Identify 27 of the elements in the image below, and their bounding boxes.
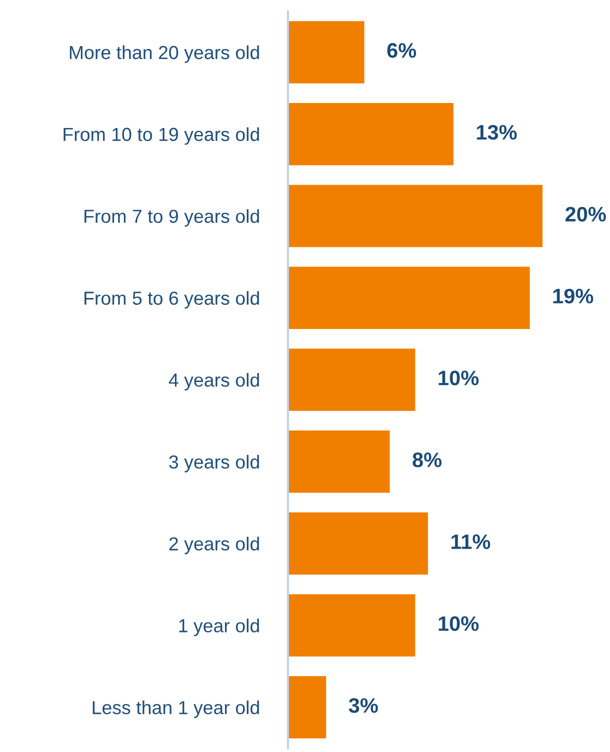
y-tick-label: From 7 to 9 years old (84, 209, 259, 227)
data-label: 10% (438, 616, 479, 632)
y-tick-label: From 5 to 6 years old (84, 291, 259, 309)
bar (288, 430, 390, 493)
data-label: 10% (438, 370, 479, 386)
bar (288, 512, 428, 575)
bar (288, 102, 454, 166)
data-label: 20% (565, 206, 606, 222)
bar (288, 266, 530, 329)
data-label: 6% (387, 43, 416, 58)
data-label: 3% (348, 698, 378, 713)
y-tick-label: 3 years old (169, 454, 259, 472)
data-label: 8% (412, 452, 442, 468)
bar (288, 21, 364, 84)
bar (288, 348, 416, 411)
bar (288, 676, 326, 738)
y-tick-label: 4 years old (168, 372, 259, 390)
y-tick-label: 1 year old (179, 618, 259, 636)
bar (288, 184, 543, 248)
data-label: 13% (476, 124, 517, 140)
y-tick-label: More than 20 years old (70, 45, 259, 63)
y-tick-label: 2 years old (169, 536, 259, 554)
y-tick-label: From 10 to 19 years old (64, 127, 259, 145)
y-tick-label: Less than 1 year old (92, 700, 259, 718)
data-label: 11% (451, 534, 490, 550)
bar (288, 594, 416, 657)
data-label: 19% (553, 288, 594, 304)
